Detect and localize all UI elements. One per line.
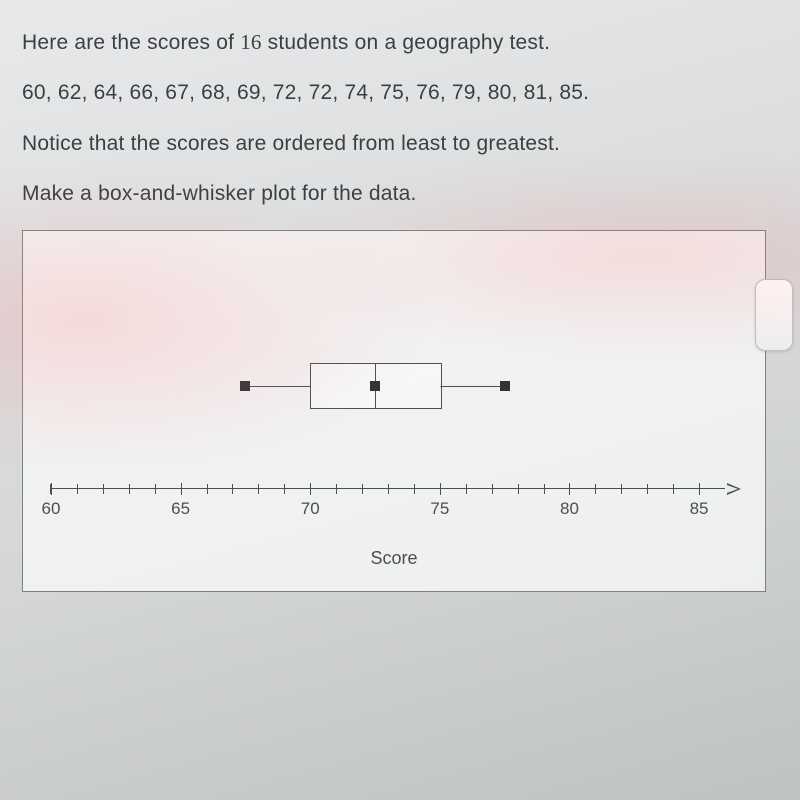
tick-minor — [414, 484, 415, 494]
axis-area[interactable]: 606570758085 — [51, 231, 747, 533]
q-line1-a: Here are the scores of — [22, 31, 240, 54]
tick-major — [181, 483, 182, 495]
question-line-1: Here are the scores of 16 students on a … — [22, 28, 778, 57]
tick-label: 75 — [430, 499, 449, 519]
question-line-3: Notice that the scores are ordered from … — [22, 130, 778, 158]
tick-major — [699, 483, 700, 495]
tick-minor — [621, 484, 622, 494]
tick-major — [51, 483, 52, 495]
tick-minor — [518, 484, 519, 494]
tick-minor — [232, 484, 233, 494]
tick-minor — [336, 484, 337, 494]
tick-minor — [595, 484, 596, 494]
q-nstudents: 16 — [240, 30, 261, 54]
tick-minor — [258, 484, 259, 494]
tick-minor — [103, 484, 104, 494]
tick-minor — [388, 484, 389, 494]
tick-label: 80 — [560, 499, 579, 519]
tick-minor — [466, 484, 467, 494]
tick-minor — [129, 484, 130, 494]
tick-minor — [647, 484, 648, 494]
tick-minor — [492, 484, 493, 494]
question-data-line: 60, 62, 64, 66, 67, 68, 69, 72, 72, 74, … — [22, 79, 778, 107]
tick-minor — [284, 484, 285, 494]
q-line1-b: students on a geography test. — [262, 31, 551, 54]
question-text: Here are the scores of 16 students on a … — [0, 0, 800, 208]
axis-arrow-icon — [727, 483, 741, 495]
tick-label: 65 — [171, 499, 190, 519]
tick-minor — [544, 484, 545, 494]
tick-minor — [673, 484, 674, 494]
tick-major — [569, 483, 570, 495]
question-line-4: Make a box-and-whisker plot for the data… — [22, 180, 778, 208]
plot-frame: 60 65 70 75 80 85 Score — [22, 230, 766, 592]
tick-label: 85 — [690, 499, 709, 519]
boxplot[interactable] — [51, 351, 747, 421]
axis-title: Score — [370, 548, 417, 569]
tick-minor — [155, 484, 156, 494]
tick-major — [440, 483, 441, 495]
tick-minor — [77, 484, 78, 494]
tick-label: 70 — [301, 499, 320, 519]
tick-minor — [207, 484, 208, 494]
tick-major — [310, 483, 311, 495]
handle-max[interactable] — [500, 381, 510, 391]
handle-min[interactable] — [240, 381, 250, 391]
whisker-right — [440, 386, 505, 387]
tick-label: 60 — [42, 499, 61, 519]
tick-minor — [362, 484, 363, 494]
hint-button[interactable] — [755, 279, 793, 351]
whisker-left — [245, 386, 310, 387]
handle-median[interactable] — [370, 381, 380, 391]
